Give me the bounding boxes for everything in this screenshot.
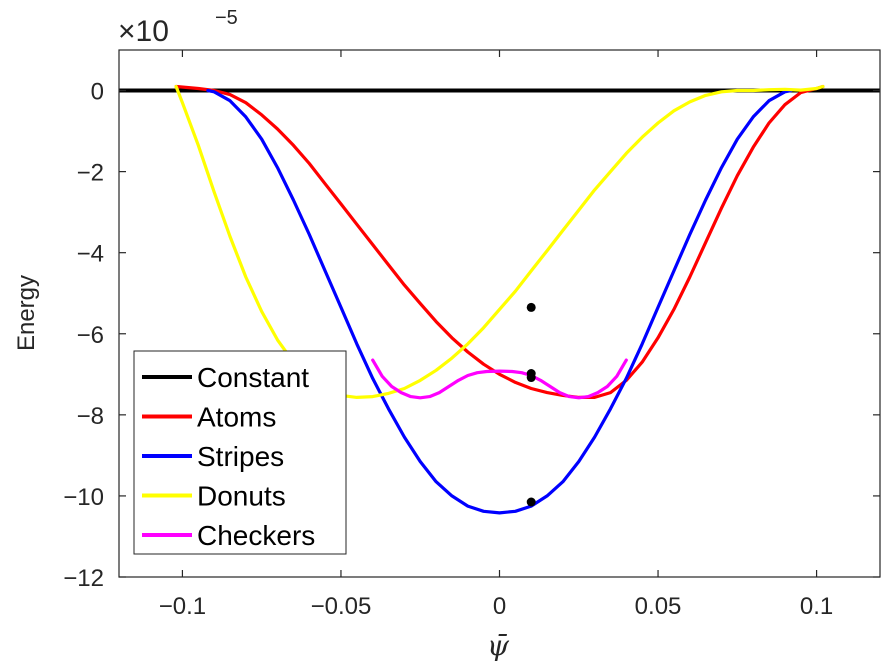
series-layer (119, 84, 880, 515)
y-multiplier-exponent: −5 (215, 7, 238, 29)
data-point-marker (526, 497, 536, 507)
series-line-atoms (174, 84, 825, 399)
y-multiplier-base: ×10 (118, 15, 169, 48)
data-point-marker (526, 302, 536, 312)
y-multiplier: ×10 −5 (118, 7, 238, 48)
y-tick-label: 0 (91, 79, 104, 106)
legend-label-constant: Constant (197, 362, 309, 393)
legend-label-checkers: Checkers (197, 520, 315, 551)
x-tick-label: 0 (493, 593, 506, 620)
legend: Constant Atoms Stripes Donuts Checkers (133, 350, 347, 555)
y-tick-label: −8 (77, 403, 104, 430)
legend-label-atoms: Atoms (197, 402, 276, 433)
y-axis-label: Energy (13, 275, 40, 351)
x-axis-label: ψ̄ (487, 629, 510, 662)
series-line-stripes (206, 88, 793, 515)
legend-label-stripes: Stripes (197, 441, 284, 472)
x-tick-label: 0.05 (635, 593, 682, 620)
y-tick-label: −2 (77, 160, 104, 187)
legend-box (133, 350, 347, 555)
x-tick-label: −0.1 (159, 593, 206, 620)
series-line-checkers (371, 358, 628, 400)
x-tick-label: 0.1 (800, 593, 833, 620)
series-line-donuts (174, 84, 825, 399)
marker-layer (526, 302, 536, 507)
legend-label-donuts: Donuts (197, 481, 286, 512)
y-tick-label: −4 (77, 241, 104, 268)
y-tick-label: −12 (63, 565, 104, 592)
tick-layer: −0.1 −0.05 0 0.05 0.1 0 −2 −4 −6 −8 −10 −12 (63, 50, 880, 620)
y-tick-label: −10 (63, 484, 104, 511)
y-tick-label: −6 (77, 322, 104, 349)
data-point-marker (526, 373, 536, 383)
x-tick-label: −0.05 (311, 593, 372, 620)
